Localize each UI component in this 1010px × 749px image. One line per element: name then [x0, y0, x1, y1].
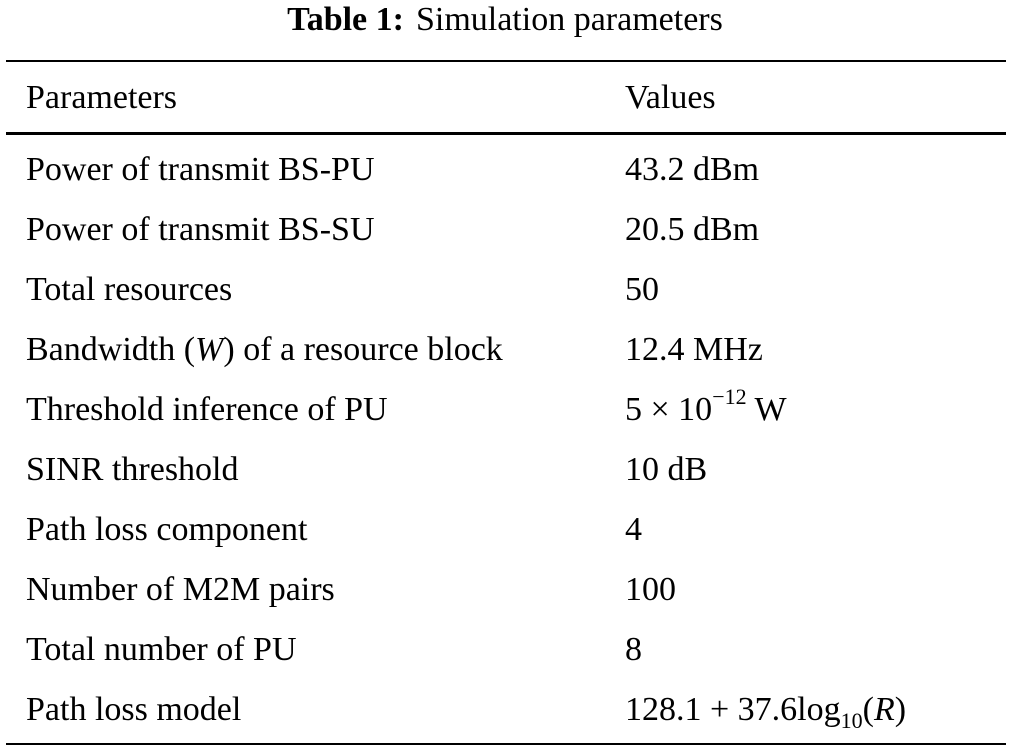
value-base: 5 × 10: [625, 391, 713, 428]
row-value: 43.2 dBm: [625, 151, 760, 188]
value-variable: R: [873, 691, 895, 728]
caption-label: Table 1:: [287, 1, 404, 38]
row-parameter: Number of M2M pairs: [26, 571, 335, 608]
table-row: Power of transmit BS-SU 20.5 dBm: [0, 200, 1010, 260]
row-parameter: Power of transmit BS-SU: [26, 211, 375, 248]
value-unit: W: [746, 391, 787, 428]
row-value: 8: [625, 631, 642, 668]
header-rule: [6, 132, 1006, 135]
table-row: Path loss model 128.1 + 37.6log10(R): [0, 680, 1010, 740]
table-row: Path loss component 4: [0, 500, 1010, 560]
row-parameter: Path loss component: [26, 511, 308, 548]
table-row: Bandwidth (W) of a resource block 12.4 M…: [0, 320, 1010, 380]
table-header-row: Parameters Values: [0, 68, 1010, 128]
table-caption: Table 1: Simulation parameters: [0, 0, 1010, 40]
parameter-variable: W: [195, 331, 224, 368]
row-parameter: Path loss model: [26, 691, 242, 728]
table-row: Threshold inference of PU 5 × 10−12 W: [0, 380, 1010, 440]
value-main: 128.1 + 37.6log: [625, 691, 841, 728]
table-row: Power of transmit BS-PU 43.2 dBm: [0, 140, 1010, 200]
row-value: 10 dB: [625, 451, 708, 488]
table-row: Total number of PU 8: [0, 620, 1010, 680]
row-parameter: Total resources: [26, 271, 233, 308]
row-parameter: Power of transmit BS-PU: [26, 151, 375, 188]
row-value: 128.1 + 37.6log10(R): [625, 680, 906, 740]
parameter-text-pre: Bandwidth (: [26, 331, 196, 368]
row-value: 5 × 10−12 W: [625, 380, 787, 440]
row-value: 100: [625, 571, 676, 608]
parameter-text-post: ) of a resource block: [223, 331, 503, 368]
top-rule: [6, 60, 1006, 62]
row-parameter: Total number of PU: [26, 631, 297, 668]
row-value: 12.4 MHz: [625, 331, 763, 368]
table-row: Number of M2M pairs 100: [0, 560, 1010, 620]
row-value: 50: [625, 271, 659, 308]
row-parameter: Threshold inference of PU: [26, 391, 388, 428]
header-parameters: Parameters: [26, 79, 178, 116]
table-row: SINR threshold 10 dB: [0, 440, 1010, 500]
bottom-rule: [6, 743, 1006, 745]
row-value: 4: [625, 511, 642, 548]
row-value: 20.5 dBm: [625, 211, 760, 248]
caption-title: Simulation parameters: [415, 1, 723, 38]
table-row: Total resources 50: [0, 260, 1010, 320]
row-parameter: Bandwidth (W) of a resource block: [26, 320, 503, 380]
row-parameter: SINR threshold: [26, 451, 239, 488]
value-open-paren: (: [862, 691, 874, 728]
value-exponent: −12: [712, 384, 747, 409]
value-close-paren: ): [894, 691, 907, 728]
header-values: Values: [625, 79, 716, 116]
value-subscript: 10: [840, 708, 863, 733]
